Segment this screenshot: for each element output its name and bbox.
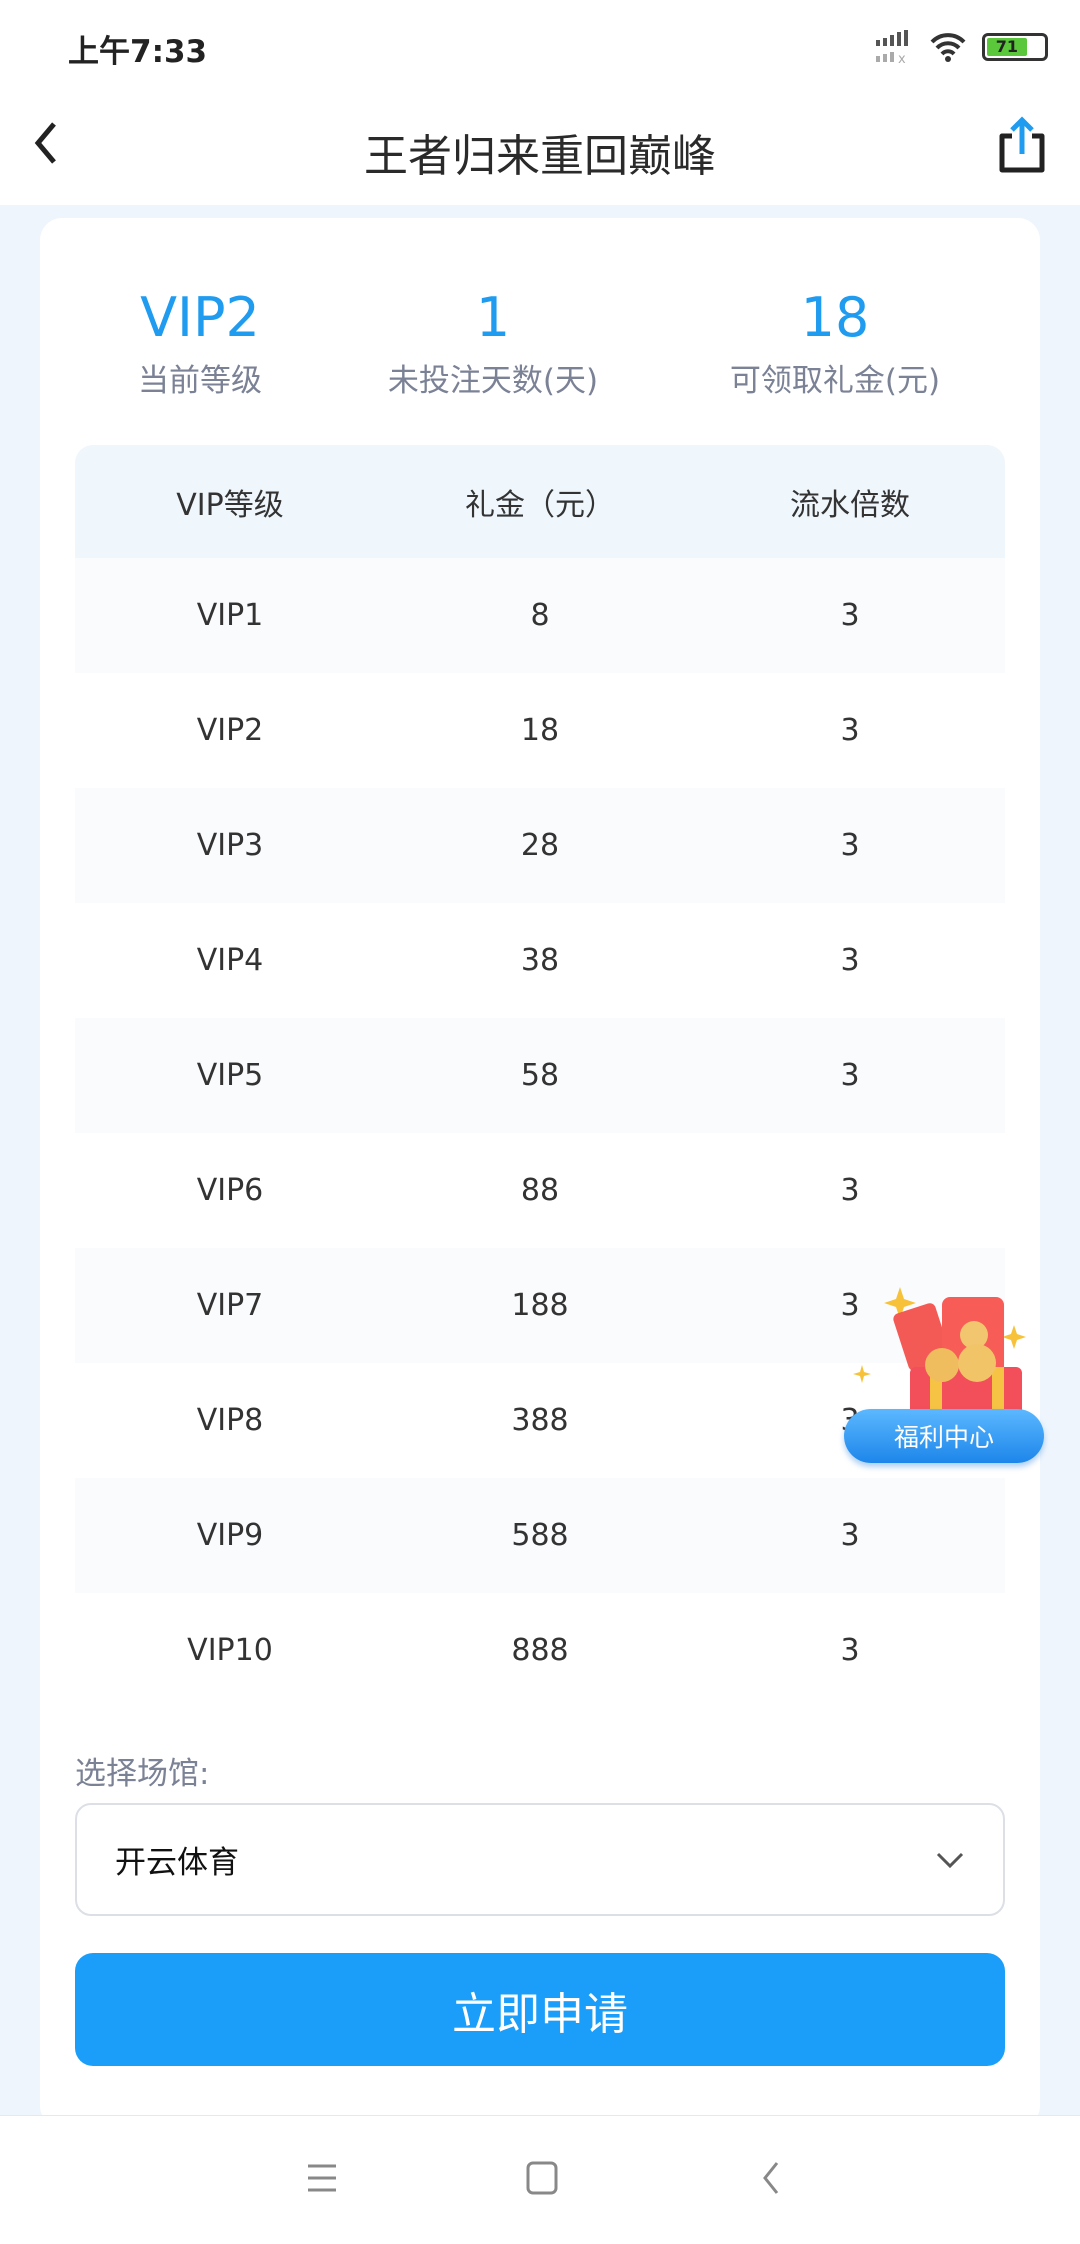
table-row: VIP9 588 3 xyxy=(75,1478,1005,1593)
vip-level-cell: VIP8 xyxy=(196,1403,264,1438)
bonus-cell: 28 xyxy=(520,828,560,863)
table-row: VIP5 58 3 xyxy=(75,1018,1005,1133)
apply-button[interactable]: 立即申请 xyxy=(75,1953,1005,2066)
venue-select[interactable]: 开云体育 xyxy=(75,1803,1005,1916)
welfare-center-widget[interactable]: 福利中心 xyxy=(842,1275,1050,1475)
chevron-down-icon xyxy=(936,1852,964,1868)
vip-level-cell: VIP6 xyxy=(196,1173,264,1208)
svg-text:x: x xyxy=(898,52,906,64)
column-header: 礼金（元） xyxy=(465,487,615,523)
vip-level-cell: VIP7 xyxy=(196,1288,264,1323)
battery-icon: 71 xyxy=(982,33,1048,61)
venue-selected: 开云体育 xyxy=(115,1845,239,1881)
vip-level-cell: VIP10 xyxy=(187,1633,273,1668)
nav-bar: 王者归来重回巅峰 xyxy=(0,90,1080,205)
vip-level-cell: VIP4 xyxy=(196,943,264,978)
stat-value: VIP2 xyxy=(140,286,260,349)
multiplier-cell: 3 xyxy=(840,1173,860,1208)
table-row: VIP6 88 3 xyxy=(75,1133,1005,1248)
menu-icon[interactable] xyxy=(305,2161,339,2195)
multiplier-cell: 3 xyxy=(840,1518,860,1553)
venue-label: 选择场馆: xyxy=(75,1756,210,1792)
vip-table: VIP等级 礼金（元） 流水倍数 VIP1 8 3 VIP2 18 3 VIP3 28 3 VIP… xyxy=(75,445,1005,1708)
vip-level-cell: VIP5 xyxy=(196,1058,264,1093)
page-title: 王者归来重回巅峰 xyxy=(364,131,716,182)
signal-icon: x xyxy=(876,30,908,64)
wifi-icon xyxy=(930,33,966,62)
share-icon[interactable] xyxy=(994,116,1050,180)
multiplier-cell: 3 xyxy=(840,828,860,863)
vip-level-cell: VIP1 xyxy=(196,598,264,633)
table-row: VIP4 38 3 xyxy=(75,903,1005,1018)
chevron-left-icon[interactable] xyxy=(30,118,60,180)
table-row: VIP7 188 3 xyxy=(75,1248,1005,1363)
bonus-cell: 188 xyxy=(511,1288,569,1323)
multiplier-cell: 3 xyxy=(840,713,860,748)
table-header: VIP等级 礼金（元） 流水倍数 xyxy=(75,445,1005,558)
stat-value: 18 xyxy=(800,286,870,349)
bonus-cell: 388 xyxy=(511,1403,569,1438)
table-row: VIP10 888 3 xyxy=(75,1593,1005,1708)
red-envelope-gift-icon xyxy=(853,1287,1026,1417)
multiplier-cell: 3 xyxy=(840,1058,860,1093)
vip-level-cell: VIP2 xyxy=(196,713,264,748)
table-row: VIP1 8 3 xyxy=(75,558,1005,673)
stat-value: 1 xyxy=(475,286,511,349)
stat-label: 可领取礼金(元) xyxy=(729,363,941,399)
stat-label: 未投注天数(天) xyxy=(387,363,599,399)
status-time: 上午7:33 xyxy=(68,34,208,70)
multiplier-cell: 3 xyxy=(840,1288,860,1323)
column-header: VIP等级 xyxy=(176,487,284,523)
bonus-cell: 588 xyxy=(511,1518,569,1553)
table-row: VIP83883 xyxy=(75,1363,1005,1478)
home-icon[interactable] xyxy=(525,2161,559,2195)
vip-level-cell: VIP3 xyxy=(196,828,264,863)
welfare-center-button[interactable]: 福利中心 xyxy=(844,1409,1044,1463)
bonus-cell: 88 xyxy=(520,1173,560,1208)
table-row: VIP3 28 3 xyxy=(75,788,1005,903)
stat-label: 当前等级 xyxy=(138,363,262,399)
bonus-cell: 18 xyxy=(520,713,560,748)
multiplier-cell: 3 xyxy=(840,1633,860,1668)
multiplier-cell: 3 xyxy=(840,943,860,978)
column-header: 流水倍数 xyxy=(790,487,910,523)
bonus-cell: 8 xyxy=(530,598,550,633)
bonus-cell: 38 xyxy=(520,943,560,978)
back-icon[interactable] xyxy=(755,2161,789,2195)
status-bar: 上午7:33 x 71 xyxy=(0,0,1080,90)
multiplier-cell: 3 xyxy=(840,598,860,633)
bonus-cell: 888 xyxy=(511,1633,569,1668)
stat-claimable-bonus: 18 可领取礼金(元) xyxy=(685,286,985,400)
bonus-cell: 58 xyxy=(520,1058,560,1093)
stat-inactive-days: 1 未投注天数(天) xyxy=(343,286,643,400)
vip-level-cell: VIP9 xyxy=(196,1518,264,1553)
stat-current-level: VIP2 当前等级 xyxy=(100,286,300,400)
vip-card: VIP2 当前等级 1 未投注天数(天) 18 可领取礼金(元) VIP等级 礼… xyxy=(40,218,1040,2128)
table-row: VIP2 18 3 xyxy=(75,673,1005,788)
system-nav-bar xyxy=(0,2115,1080,2244)
